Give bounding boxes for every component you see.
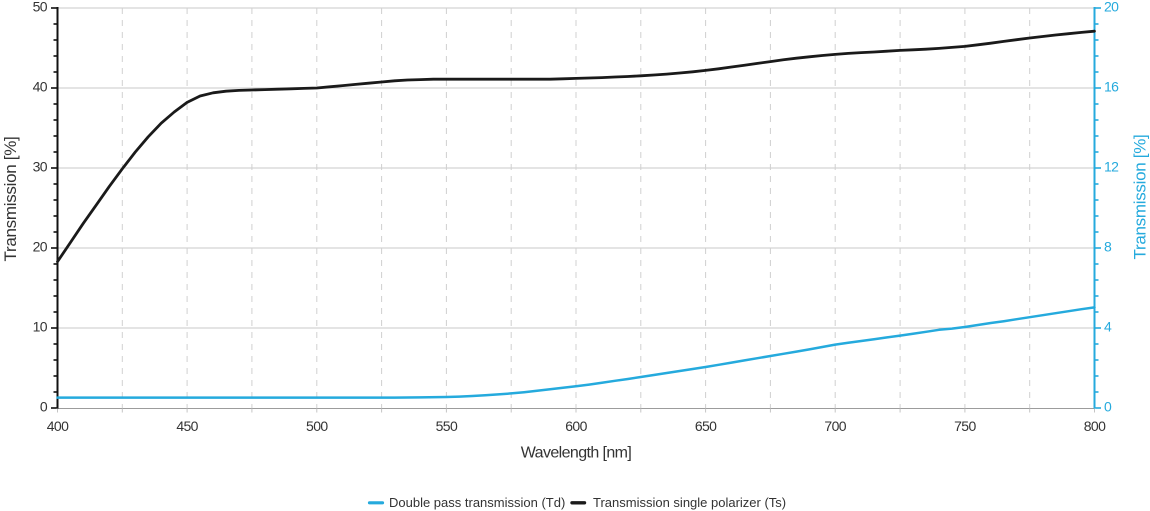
svg-text:30: 30 <box>33 159 48 175</box>
svg-text:20: 20 <box>1104 0 1119 15</box>
svg-text:8: 8 <box>1104 239 1112 255</box>
svg-text:12: 12 <box>1104 159 1119 175</box>
svg-text:400: 400 <box>47 418 69 434</box>
svg-text:450: 450 <box>176 418 198 434</box>
svg-text:10: 10 <box>33 319 48 335</box>
svg-text:550: 550 <box>436 418 458 434</box>
svg-text:650: 650 <box>695 418 717 434</box>
svg-text:0: 0 <box>40 399 48 415</box>
svg-text:40: 40 <box>33 79 48 95</box>
svg-text:Transmission [%]: Transmission [%] <box>1131 135 1150 260</box>
svg-text:50: 50 <box>33 0 48 15</box>
svg-text:Double pass transmission (Td): Double pass transmission (Td) <box>389 495 565 510</box>
svg-text:500: 500 <box>306 418 328 434</box>
svg-text:750: 750 <box>954 418 976 434</box>
svg-text:600: 600 <box>565 418 587 434</box>
svg-text:16: 16 <box>1104 79 1119 95</box>
svg-text:20: 20 <box>33 239 48 255</box>
svg-text:Wavelength [nm]: Wavelength [nm] <box>521 445 632 462</box>
svg-text:0: 0 <box>1104 399 1112 415</box>
svg-text:4: 4 <box>1104 319 1112 335</box>
svg-text:800: 800 <box>1084 418 1106 434</box>
svg-text:Transmission [%]: Transmission [%] <box>1 137 20 262</box>
svg-text:700: 700 <box>824 418 846 434</box>
svg-text:Transmission single polarizer: Transmission single polarizer (Ts) <box>593 495 786 510</box>
